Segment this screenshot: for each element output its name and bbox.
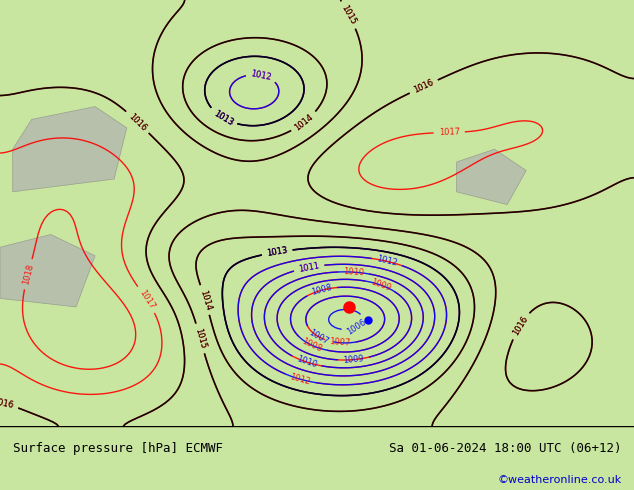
Text: 1014: 1014 [293, 112, 315, 132]
Text: 1008: 1008 [311, 283, 333, 297]
Text: 1015: 1015 [193, 327, 207, 350]
Polygon shape [0, 234, 95, 307]
Text: 1016: 1016 [511, 314, 529, 337]
Text: 1016: 1016 [127, 112, 148, 133]
Text: 1016: 1016 [412, 78, 435, 95]
Text: 1013: 1013 [266, 246, 288, 258]
Text: Surface pressure [hPa] ECMWF: Surface pressure [hPa] ECMWF [13, 442, 223, 455]
Text: 1013: 1013 [266, 246, 288, 258]
Text: 1013: 1013 [212, 108, 235, 127]
Text: 1014: 1014 [198, 289, 212, 311]
Text: 1013: 1013 [212, 108, 235, 127]
Polygon shape [456, 149, 526, 205]
Text: 1017: 1017 [439, 127, 460, 137]
Text: 1014: 1014 [198, 289, 212, 311]
Text: 1015: 1015 [193, 327, 207, 350]
Text: 1012: 1012 [250, 69, 273, 82]
Text: 1008: 1008 [301, 337, 324, 354]
Text: 1014: 1014 [293, 112, 315, 132]
Polygon shape [13, 106, 127, 192]
Text: 1012: 1012 [289, 372, 311, 386]
Text: 1016: 1016 [412, 78, 435, 95]
Text: 1012: 1012 [250, 69, 273, 82]
Text: 1010: 1010 [343, 267, 365, 277]
Text: 1010: 1010 [295, 354, 318, 369]
Text: 1016: 1016 [127, 112, 148, 133]
Text: 1016: 1016 [511, 314, 529, 337]
Text: 1009: 1009 [343, 354, 365, 365]
Text: 1012: 1012 [376, 255, 398, 268]
Text: ©weatheronline.co.uk: ©weatheronline.co.uk [497, 475, 621, 486]
Text: 1015: 1015 [339, 3, 358, 26]
Text: 1015: 1015 [339, 3, 358, 26]
Text: 1011: 1011 [298, 261, 320, 274]
Text: 1018: 1018 [21, 263, 35, 286]
Text: 1016: 1016 [0, 397, 15, 411]
Text: Sa 01-06-2024 18:00 UTC (06+12): Sa 01-06-2024 18:00 UTC (06+12) [389, 442, 621, 455]
Text: 1017: 1017 [137, 288, 156, 311]
Text: 1013: 1013 [212, 108, 235, 127]
Text: 1009: 1009 [369, 277, 392, 293]
Text: 1011: 1011 [298, 261, 320, 274]
Text: 1016: 1016 [0, 397, 15, 411]
Text: 1007: 1007 [330, 338, 351, 348]
Text: 1007: 1007 [307, 327, 330, 346]
Text: 1006: 1006 [346, 318, 368, 337]
Text: 1013: 1013 [266, 246, 288, 258]
